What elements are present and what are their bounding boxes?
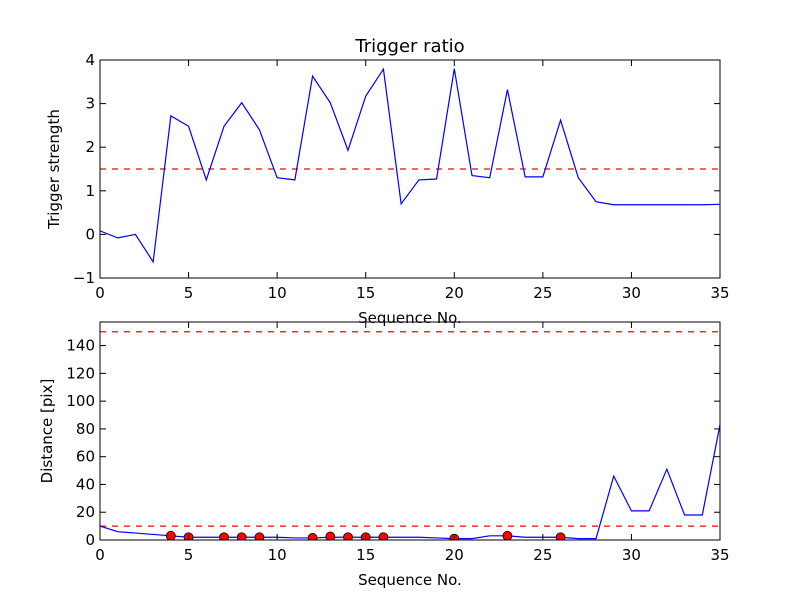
plot-frame xyxy=(99,321,721,541)
y-axis-label: Distance [pix] xyxy=(38,379,56,484)
y-tick-label: 0 xyxy=(85,225,95,243)
x-tick-label: 15 xyxy=(356,546,375,564)
y-tick-label: 20 xyxy=(76,503,95,521)
y-tick-label: 100 xyxy=(66,392,95,410)
x-tick-label: 30 xyxy=(622,284,641,302)
distance-panel: 0 5 10 15 20 25 30 35 0 20 40 60 80 100 120 140 Sequence… xyxy=(38,321,730,589)
x-axis-label: Sequence No. xyxy=(358,309,462,327)
x-tick-label: 5 xyxy=(184,546,194,564)
data-point xyxy=(325,531,336,540)
y-tick-label: 1 xyxy=(85,182,95,200)
y-tick-label: 40 xyxy=(76,475,95,493)
plot-frame xyxy=(99,59,721,279)
x-tick-label: 10 xyxy=(268,284,287,302)
y-tick-label: 4 xyxy=(85,51,95,69)
data-point xyxy=(378,532,389,540)
y-tick-label: −1 xyxy=(73,269,95,287)
y-tick-label: 2 xyxy=(85,138,95,156)
y-tick-label: 0 xyxy=(85,531,95,549)
y-tick-label: 120 xyxy=(66,364,95,382)
series-line xyxy=(100,67,720,264)
y-tick-label: 140 xyxy=(66,337,95,355)
data-point xyxy=(254,532,265,540)
x-tick-label: 35 xyxy=(710,546,729,564)
x-tick-label: 0 xyxy=(95,546,105,564)
x-tick-label: 0 xyxy=(95,284,105,302)
x-tick-label: 25 xyxy=(533,284,552,302)
x-tick-label: 5 xyxy=(184,284,194,302)
y-tick-label: 60 xyxy=(76,448,95,466)
series-line xyxy=(100,424,720,540)
x-tick-label: 15 xyxy=(356,284,375,302)
data-point xyxy=(236,532,247,540)
x-tick-label: 25 xyxy=(533,546,552,564)
data-point xyxy=(307,533,318,540)
data-point xyxy=(343,532,353,540)
y-tick-label: 3 xyxy=(85,95,95,113)
x-tick-label: 20 xyxy=(445,284,464,302)
chart-title: Trigger ratio xyxy=(354,36,464,57)
data-point xyxy=(219,532,229,540)
data-point xyxy=(555,532,566,540)
y-axis-label: Trigger strength xyxy=(45,109,63,230)
y-tick-label: 80 xyxy=(76,420,95,438)
x-tick-label: 30 xyxy=(622,546,641,564)
x-tick-label: 20 xyxy=(445,546,464,564)
data-point xyxy=(502,530,513,540)
x-tick-label: 35 xyxy=(710,284,729,302)
x-tick-label: 10 xyxy=(268,546,287,564)
data-point xyxy=(165,530,176,540)
x-axis-label: Sequence No. xyxy=(358,571,462,589)
